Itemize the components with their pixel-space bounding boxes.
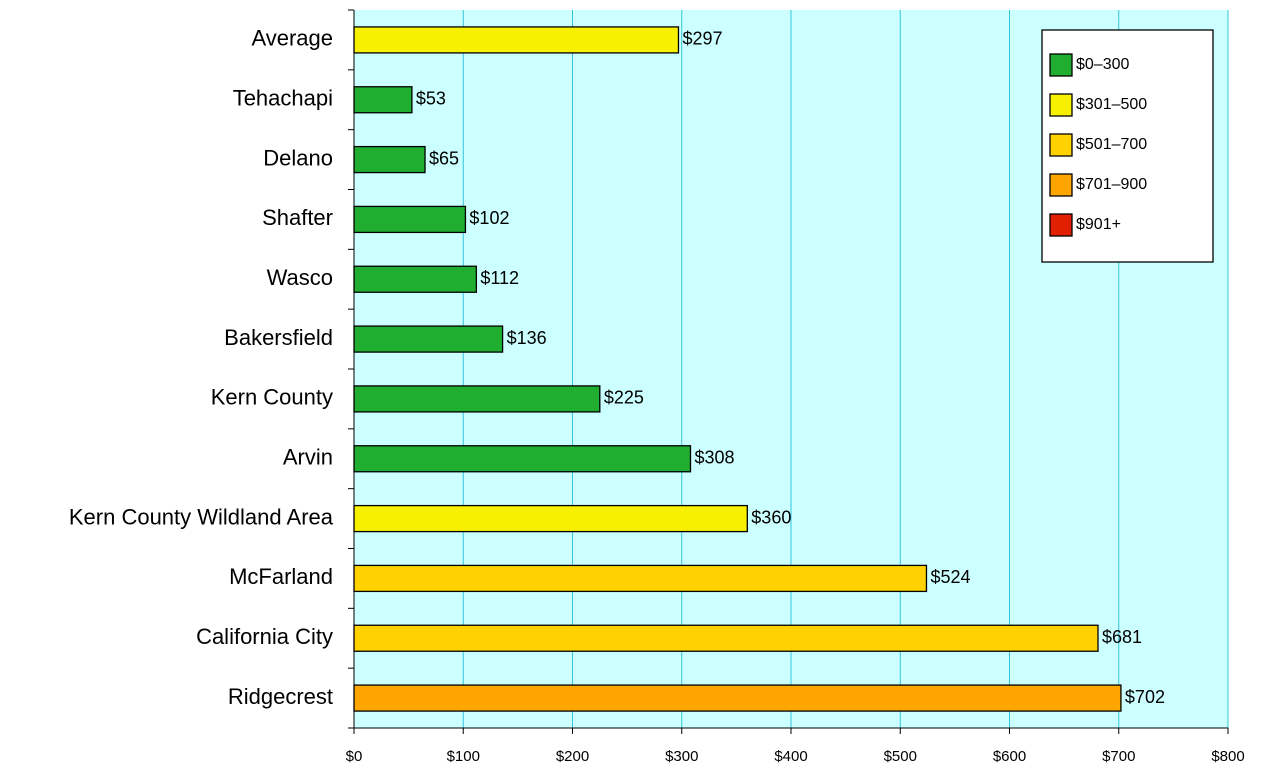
- bar: [353, 624, 1099, 652]
- y-tick-label: Arvin: [283, 445, 333, 470]
- bar: [353, 684, 1122, 712]
- value-label: $702: [1125, 687, 1165, 707]
- bar: [353, 86, 413, 114]
- y-tick-label: McFarland: [229, 564, 333, 589]
- y-tick-label: Delano: [263, 145, 333, 170]
- x-tick-label: $400: [774, 748, 807, 765]
- legend-label: $701–900: [1076, 176, 1147, 193]
- value-label: $112: [480, 268, 519, 288]
- legend-label: $501–700: [1076, 136, 1147, 153]
- bar: [353, 385, 601, 413]
- bar: [353, 145, 426, 174]
- x-tick-label: $800: [1211, 748, 1244, 765]
- y-tick-label: Bakersfield: [224, 325, 333, 350]
- y-tick-label: Tehachapi: [233, 86, 333, 111]
- bar: [353, 205, 467, 234]
- x-tick-label: $200: [556, 748, 589, 765]
- bar: [353, 325, 504, 353]
- bar: [353, 26, 680, 54]
- legend-swatch: [1049, 213, 1073, 237]
- y-tick-label: California City: [196, 624, 333, 649]
- y-tick-label: Kern County Wildland Area: [69, 504, 334, 529]
- value-label: $225: [604, 388, 644, 408]
- x-tick-label: $700: [1102, 748, 1135, 765]
- value-label: $681: [1102, 627, 1142, 647]
- value-label: $308: [694, 448, 734, 468]
- bar: [353, 504, 748, 533]
- bar: [353, 445, 692, 473]
- bar: [353, 265, 478, 293]
- y-tick-label: Ridgecrest: [228, 684, 333, 709]
- x-tick-label: $300: [665, 748, 698, 765]
- y-tick-label: Average: [251, 26, 333, 51]
- legend-swatch: [1049, 53, 1073, 77]
- legend-label: $901+: [1076, 216, 1121, 233]
- value-label: $53: [416, 89, 446, 109]
- value-label: $524: [930, 567, 970, 587]
- value-label: $102: [469, 208, 509, 228]
- legend-label: $0–300: [1076, 56, 1129, 73]
- legend-swatch: [1049, 133, 1073, 157]
- legend-label: $301–500: [1076, 96, 1147, 113]
- x-tick-label: $600: [993, 748, 1026, 765]
- y-tick-label: Wasco: [267, 265, 333, 290]
- x-tick-label: $0: [346, 748, 363, 765]
- value-label: $297: [682, 29, 722, 49]
- legend-swatch: [1049, 173, 1073, 197]
- y-tick-label: Kern County: [211, 385, 333, 410]
- legend-swatch: [1049, 93, 1073, 117]
- y-tick-label: Shafter: [262, 205, 333, 230]
- x-tick-label: $100: [447, 748, 480, 765]
- bar: [353, 564, 928, 593]
- x-tick-label: $500: [884, 748, 917, 765]
- value-label: $136: [507, 328, 547, 348]
- value-label: $360: [751, 507, 791, 527]
- value-label: $65: [429, 148, 459, 168]
